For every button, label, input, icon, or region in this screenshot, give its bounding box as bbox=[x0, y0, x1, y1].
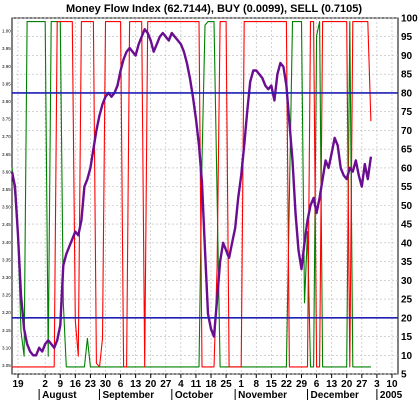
left-tick-label: 3.40 bbox=[2, 240, 11, 245]
x-day-label: 20 bbox=[145, 379, 157, 390]
x-day-label: 27 bbox=[160, 379, 172, 390]
left-tick-label: 3.20 bbox=[2, 310, 11, 315]
x-month-label: 2005 bbox=[380, 390, 403, 400]
left-tick-label: 3.55 bbox=[2, 187, 11, 192]
x-day-label: 27 bbox=[356, 379, 368, 390]
left-tick-label: 3.45 bbox=[2, 222, 11, 227]
reference-lines bbox=[12, 92, 398, 319]
right-tick-label: 50 bbox=[401, 201, 413, 212]
left-tick-label: 3.15 bbox=[2, 328, 11, 333]
x-day-label: 13 bbox=[326, 379, 338, 390]
left-tick-label: 3.30 bbox=[2, 275, 11, 280]
right-tick-label: 90 bbox=[401, 51, 413, 62]
x-day-label: 25 bbox=[221, 379, 233, 390]
x-day-label: 16 bbox=[70, 379, 82, 390]
x-day-label: 6 bbox=[314, 379, 320, 390]
x-day-label: 19 bbox=[12, 379, 24, 390]
x-day-label: 8 bbox=[253, 379, 259, 390]
left-tick-label: 3.95 bbox=[2, 46, 11, 51]
right-tick-label: 15 bbox=[401, 332, 413, 343]
right-tick-label: 65 bbox=[401, 145, 413, 156]
left-tick-label: 3.05 bbox=[2, 363, 11, 368]
x-month-label: October bbox=[175, 390, 213, 400]
series-line-mfi bbox=[10, 28, 373, 357]
x-day-label: 22 bbox=[281, 379, 293, 390]
left-axis-ticks: 3.05 3.10 3.15 3.20 3.25 3.30 3.35 3.40 3.45 3.50… bbox=[2, 29, 11, 368]
x-day-label: 20 bbox=[341, 379, 353, 390]
left-tick-label: 3.50 bbox=[2, 205, 11, 210]
right-tick-label: 60 bbox=[401, 163, 413, 174]
x-day-label: 6 bbox=[118, 379, 124, 390]
left-tick-label: 3.10 bbox=[2, 345, 11, 350]
series-line-buy bbox=[11, 21, 371, 368]
x-month-label: November bbox=[238, 390, 287, 400]
right-tick-label: 40 bbox=[401, 238, 413, 249]
left-tick-label: 3.70 bbox=[2, 134, 11, 139]
x-month-label: September bbox=[102, 390, 154, 400]
x-day-label: 30 bbox=[100, 379, 112, 390]
x-day-label: 1 bbox=[238, 379, 244, 390]
x-month-label: August bbox=[42, 390, 77, 400]
left-tick-label: 3.25 bbox=[2, 293, 11, 298]
x-day-label: 29 bbox=[296, 379, 308, 390]
right-tick-label: 30 bbox=[401, 276, 413, 287]
left-tick-label: 1.00 bbox=[2, 29, 11, 34]
series-line-sell bbox=[12, 21, 372, 368]
right-tick-label: 25 bbox=[401, 295, 413, 306]
x-day-label: 23 bbox=[85, 379, 97, 390]
x-day-label: 4 bbox=[178, 379, 184, 390]
right-tick-label: 75 bbox=[401, 107, 413, 118]
right-tick-label: 5 bbox=[401, 370, 407, 381]
x-day-label: 3 bbox=[374, 379, 380, 390]
x-day-label: 18 bbox=[205, 379, 217, 390]
horizontal-grid bbox=[12, 17, 398, 375]
right-tick-label: 95 bbox=[401, 32, 413, 43]
right-tick-label: 35 bbox=[401, 257, 413, 268]
series-layer bbox=[10, 21, 373, 368]
left-tick-label: 3.85 bbox=[2, 81, 11, 86]
right-tick-label: 70 bbox=[401, 126, 413, 137]
left-tick-label: 3.65 bbox=[2, 152, 11, 157]
x-axis-day-ticks: 19 2 9 16 23 30 6 13 20 27 4 11 18 25 1 8 15 22 29 6 13 20 27 3… bbox=[12, 374, 398, 390]
x-day-label: 2 bbox=[42, 379, 48, 390]
plot-border bbox=[11, 17, 399, 375]
right-tick-label: 55 bbox=[401, 182, 413, 193]
x-day-label: 11 bbox=[191, 379, 202, 390]
left-tick-label: 3.60 bbox=[2, 169, 11, 174]
left-tick-label: 3.35 bbox=[2, 257, 11, 262]
chart-title: Money Flow Index (62.7144), BUY (0.0099)… bbox=[66, 3, 362, 15]
right-axis-ticks: 5 10 15 20 25 30 35 40 45 50 55 60 65 70 75 80 85 90 95 100 bbox=[401, 14, 418, 381]
left-tick-label: 3.90 bbox=[2, 64, 11, 69]
x-day-label: 9 bbox=[57, 379, 63, 390]
right-tick-label: 10 bbox=[401, 351, 413, 362]
right-tick-label: 80 bbox=[401, 88, 413, 99]
x-day-label: 10 bbox=[386, 379, 398, 390]
x-day-label: 15 bbox=[266, 379, 278, 390]
right-tick-label: 20 bbox=[401, 313, 413, 324]
right-tick-label: 100 bbox=[401, 14, 418, 25]
x-day-label: 13 bbox=[130, 379, 142, 390]
right-tick-label: 45 bbox=[401, 220, 413, 231]
x-axis-month-labels: August September October November December 20… bbox=[38, 389, 403, 400]
left-tick-label: 3.75 bbox=[2, 117, 11, 122]
left-tick-label: 3.80 bbox=[2, 99, 11, 104]
right-tick-label: 85 bbox=[401, 70, 413, 81]
x-month-label: December bbox=[311, 390, 359, 400]
